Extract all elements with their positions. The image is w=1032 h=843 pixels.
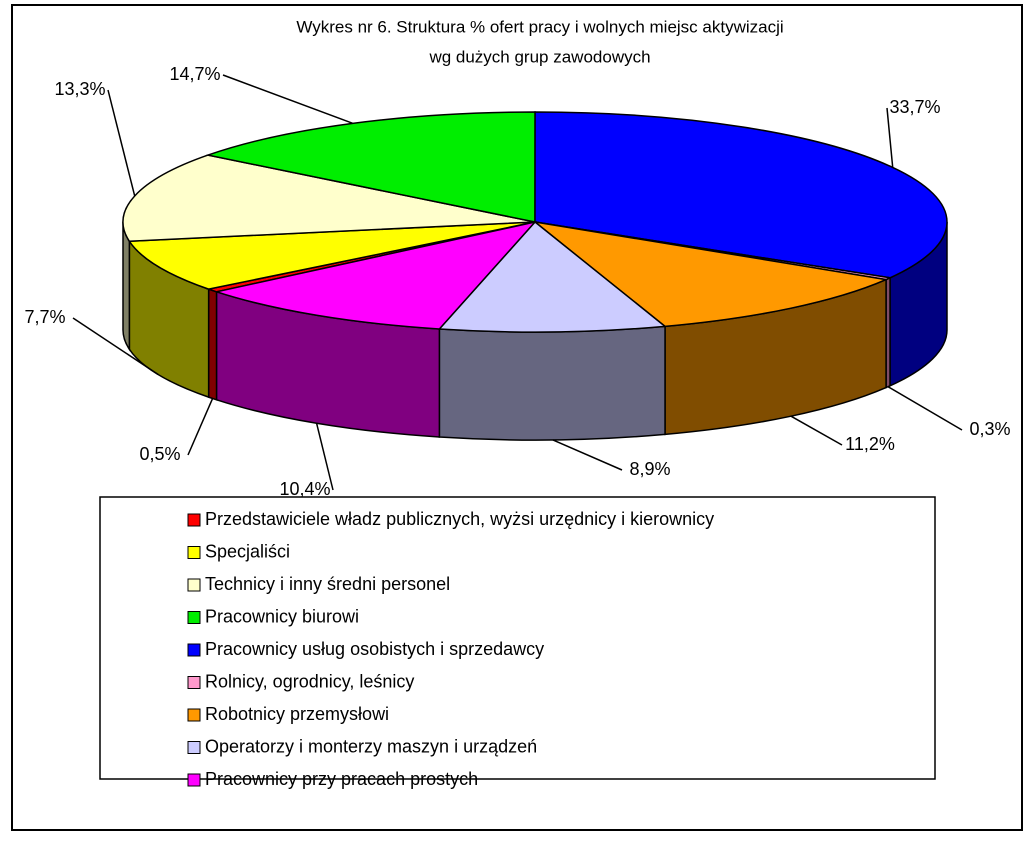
pie-slice: [122, 154, 536, 243]
data-label: 0,3%: [969, 419, 1010, 439]
data-label: 7,7%: [24, 307, 65, 327]
label-leader: [187, 398, 214, 456]
legend-swatch: [187, 741, 201, 754]
data-label: 10,4%: [279, 479, 330, 499]
label-leader: [72, 317, 159, 376]
legend-swatch: [187, 513, 201, 527]
chart-title: Wykres nr 6. Struktura % ofert pracy i w…: [296, 17, 783, 36]
legend: Przedstawiciele władz publicznych, wyżsi…: [187, 509, 714, 789]
legend-label: Pracownicy usług osobistych i sprzedawcy: [205, 639, 544, 659]
pie-slice: [205, 111, 536, 223]
label-leader: [552, 439, 623, 471]
pie-slice: [128, 221, 536, 290]
legend-label: Robotnicy przemysłowi: [205, 704, 389, 724]
pie-tops: [122, 111, 948, 333]
data-label: 11,2%: [845, 434, 895, 454]
legend-label: Rolnicy, ogrodnicy, leśnicy: [205, 671, 414, 691]
legend-swatch: [187, 708, 201, 722]
legend-label: Przedstawiciele władz publicznych, wyżsi…: [205, 509, 714, 529]
legend-box: [99, 496, 936, 780]
legend-label: Pracownicy przy pracach prostych: [205, 769, 478, 789]
label-leader: [222, 74, 353, 125]
data-labels: 0,5% 7,7% 13,3% 14,7% 33,7% 0,3% 11,2% 8,9% 10,4…: [24, 64, 1010, 499]
pie-slice: [532, 220, 889, 328]
label-leader: [886, 107, 894, 168]
legend-label: Pracownicy biurowi: [205, 606, 359, 626]
pie-sides: [122, 221, 948, 441]
pie-slice-side: [207, 288, 218, 401]
legend-swatch: [187, 546, 201, 559]
chart-title: wg dużych grup zawodowych: [428, 47, 650, 66]
label-leader: [315, 423, 334, 491]
legend-swatch: [187, 578, 201, 592]
legend-label: Technicy i inny średni personel: [205, 574, 450, 594]
label-leader: [107, 89, 136, 197]
legend-swatch: [187, 773, 201, 787]
pie-slice: [437, 220, 667, 333]
data-label: 14,7%: [169, 64, 220, 84]
legend-swatch: [187, 611, 201, 624]
data-label: 8,9%: [629, 459, 670, 479]
legend-label: Operatorzy i monterzy maszyn i urządzeń: [205, 736, 537, 756]
pie-slice: [213, 220, 538, 330]
legend-swatch: [187, 676, 201, 689]
legend-label: Specjaliści: [205, 541, 290, 561]
data-label: 0,5%: [139, 444, 180, 464]
label-leader: [790, 415, 843, 446]
label-leader: [887, 386, 963, 431]
legend-swatch: [187, 643, 201, 657]
pie-slice-side: [438, 325, 666, 441]
data-label: 13,3%: [54, 79, 105, 99]
data-label: 33,7%: [889, 97, 940, 117]
